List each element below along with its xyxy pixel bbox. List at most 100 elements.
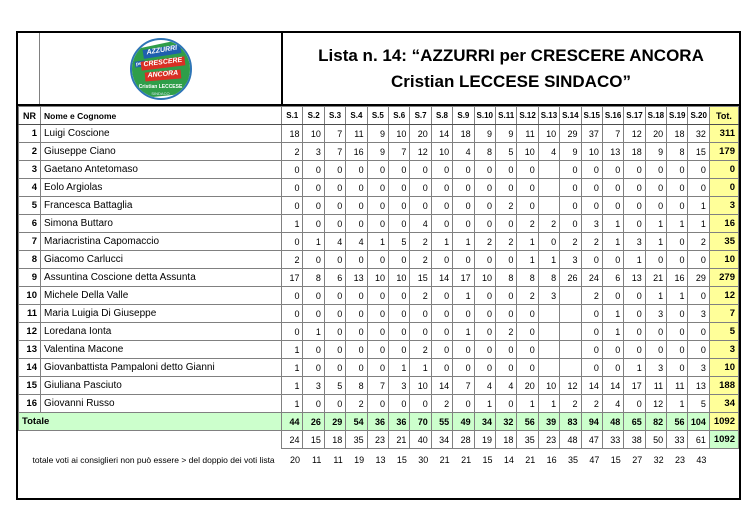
vote-cell-s16: 6 [601, 268, 625, 287]
vote-cell-s13: 10 [537, 376, 561, 395]
vote-cell-s4: 11 [345, 124, 368, 143]
vote-cell-s13: 1 [537, 394, 561, 413]
vote-cell-s9: 18 [452, 124, 475, 143]
vote-cell-s4: 0 [345, 250, 368, 269]
vote-cell-s1: 1 [281, 214, 304, 233]
vote-cell-s9: 0 [452, 394, 475, 413]
totals-cell-s14: 83 [559, 412, 582, 431]
vote-cell-s9: 4 [452, 142, 475, 161]
check-cell-s15: 47 [580, 430, 603, 449]
vote-cell-s4: 8 [345, 376, 368, 395]
vote-cell-s1: 0 [281, 286, 304, 305]
vote-cell-s13 [537, 160, 561, 179]
column-header-s6: S.6 [388, 106, 411, 125]
totals-cell-s13: 39 [537, 412, 561, 431]
vote-cell-s11: 2 [494, 232, 518, 251]
vote-cell-s14: 0 [559, 214, 582, 233]
check-cell-s1: 24 [281, 430, 304, 449]
vote-cell-s8: 0 [430, 178, 454, 197]
vote-cell-s1: 17 [281, 268, 304, 287]
totals-grand-total: 1092 [708, 412, 740, 431]
vote-cell-s4: 0 [345, 322, 368, 341]
vote-cell-s10: 0 [473, 358, 496, 377]
row-total: 0 [708, 178, 740, 197]
check-row: 24 15 18 35 23 21 40 34 28 19 18 35 23 48 47 33 38 50 33 61… [18, 430, 740, 449]
vote-cell-s10: 8 [473, 142, 496, 161]
vote-cell-s10: 9 [473, 124, 496, 143]
row-number: 4 [18, 178, 41, 197]
vote-cell-s17: 1 [623, 250, 646, 269]
candidate-row: 3 Gaetano Antetomaso 0 0 0 0 0 0 0 0 0 0 0 0 0 0 0 0 0 0 0 0 [18, 160, 740, 179]
vote-cell-s11: 2 [494, 196, 518, 215]
candidate-row: 13 Valentina Macone 1 0 0 0 0 0 2 0 0 0 0 0 0 0 0 0 0 0 3 [18, 340, 740, 359]
vote-cell-s1: 1 [281, 376, 304, 395]
vote-cell-s9: 0 [452, 178, 475, 197]
vote-cell-s6: 0 [388, 322, 411, 341]
vote-cell-s3: 0 [323, 196, 347, 215]
totals-cell-s7: 70 [409, 412, 432, 431]
vote-cell-s9: 0 [452, 340, 475, 359]
vote-cell-s12: 0 [516, 322, 539, 341]
column-header-name: Nome e Cognome [39, 106, 283, 125]
vote-cell-s2: 10 [302, 124, 325, 143]
vote-cell-s20: 29 [687, 268, 710, 287]
vote-cell-s5: 7 [366, 376, 390, 395]
vote-cell-s9: 0 [452, 160, 475, 179]
vote-cell-s10: 2 [473, 232, 496, 251]
vote-cell-s8: 14 [430, 124, 454, 143]
vote-cell-s9: 1 [452, 322, 475, 341]
candidate-row: 11 Maria Luigia Di Giuseppe 0 0 0 0 0 0 0 0 0 0 0 0 0 1… [18, 304, 740, 323]
check-cell-s4: 35 [345, 430, 368, 449]
vote-cell-s15: 0 [580, 160, 603, 179]
totals-cell-s12: 56 [516, 412, 539, 431]
vote-cell-s6: 5 [388, 232, 411, 251]
totals-cell-s4: 54 [345, 412, 368, 431]
vote-cell-s2: 8 [302, 268, 325, 287]
row-total: 5 [708, 322, 740, 341]
vote-cell-s15: 3 [580, 214, 603, 233]
note-cell-s5: 13 [375, 454, 386, 465]
vote-cell-s5: 0 [366, 340, 390, 359]
vote-cell-s16: 1 [601, 214, 625, 233]
vote-cell-s10: 0 [473, 286, 496, 305]
vote-cell-s5: 0 [366, 358, 390, 377]
vote-cell-s11: 0 [494, 340, 518, 359]
vote-cell-s1: 2 [281, 250, 304, 269]
vote-cell-s12: 1 [516, 232, 539, 251]
vote-cell-s15: 2 [580, 394, 603, 413]
vote-cell-s3: 0 [323, 358, 347, 377]
candidate-name: Luigi Coscione [39, 124, 283, 143]
vote-cell-s8: 0 [430, 340, 454, 359]
vote-cell-s17: 0 [623, 196, 646, 215]
vote-cell-s1: 0 [281, 178, 304, 197]
vote-cell-s20: 13 [687, 376, 710, 395]
vote-cell-s14 [559, 322, 582, 341]
vote-cell-s14 [559, 358, 582, 377]
vote-cell-s12: 10 [516, 142, 539, 161]
row-number: 11 [18, 304, 41, 323]
row-number: 13 [18, 340, 41, 359]
row-number: 6 [18, 214, 41, 233]
vote-cell-s8: 0 [430, 358, 454, 377]
vote-cell-s16: 0 [601, 286, 625, 305]
column-header-s13: S.13 [537, 106, 561, 125]
row-total: 16 [708, 214, 740, 233]
tally-sheet: AZZURRI per CRESCERE ANCORA Cristian LEC… [16, 31, 741, 500]
column-header-s7: S.7 [409, 106, 432, 125]
note-cell-s1: 20 [289, 454, 300, 465]
vote-cell-s17: 3 [623, 232, 646, 251]
vote-cell-s8: 1 [430, 232, 454, 251]
vote-cell-s18: 21 [644, 268, 668, 287]
check-cell-s8: 34 [430, 430, 454, 449]
note-cell-s13: 16 [546, 454, 557, 465]
check-cell-s19: 33 [666, 430, 689, 449]
vote-cell-s18: 1 [644, 232, 668, 251]
vote-cell-s1: 0 [281, 304, 304, 323]
vote-cell-s1: 18 [281, 124, 304, 143]
vote-cell-s14: 26 [559, 268, 582, 287]
column-header-s15: S.15 [580, 106, 603, 125]
vote-cell-s20: 0 [687, 250, 710, 269]
vote-cell-s7: 0 [409, 178, 432, 197]
candidate-row: 14 Giovanbattista Pampaloni detto Gianni 1… [18, 358, 740, 377]
vote-cell-s8: 0 [430, 304, 454, 323]
